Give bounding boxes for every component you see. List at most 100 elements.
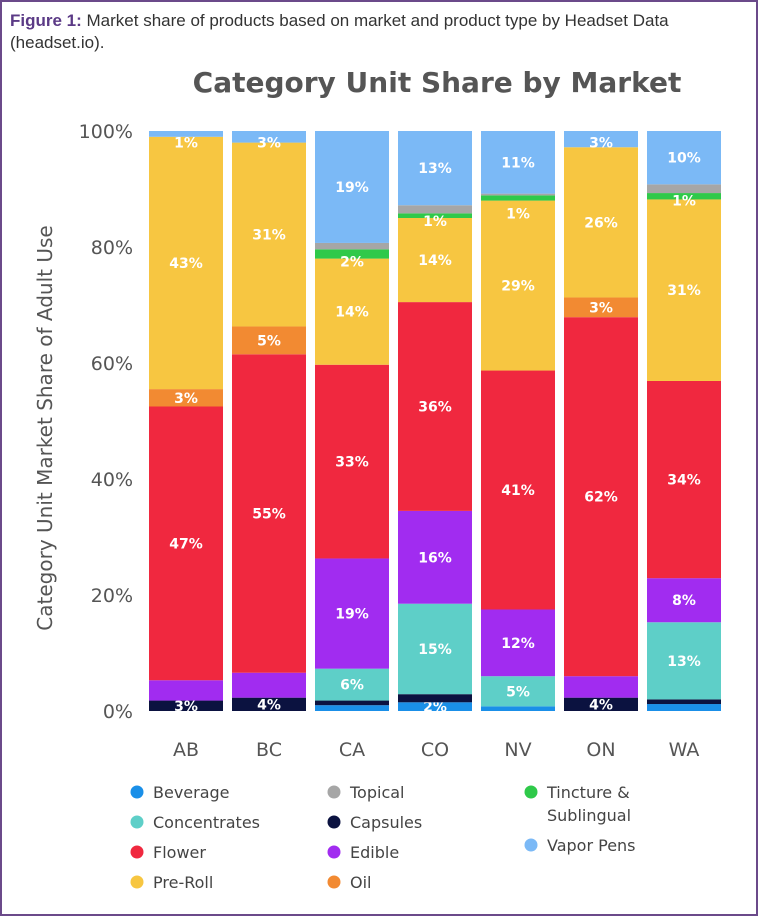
- legend-label: Capsules: [350, 813, 422, 832]
- data-label: 47%: [169, 536, 203, 552]
- legend-marker: [130, 815, 144, 829]
- bar-segment-nv-edible: [481, 609, 555, 677]
- legend-label: Vapor Pens: [547, 836, 636, 855]
- bar-segment-ab-flower: [149, 406, 223, 681]
- y-tick-label: 0%: [103, 701, 133, 723]
- bar-segment-wa-beverage: [647, 704, 721, 711]
- bar-segment-co-flower: [398, 302, 472, 511]
- legend-label: Tincture &: [546, 783, 630, 802]
- y-tick-label: 100%: [79, 121, 133, 143]
- bar-segment-bc-vapor-pens: [232, 131, 306, 143]
- legend-marker: [327, 845, 341, 859]
- bar-segment-bc-capsules: [232, 697, 306, 711]
- y-tick-label: 80%: [91, 237, 133, 259]
- bar-segment-ca-capsules: [315, 700, 389, 706]
- bar-segment-on-edible: [564, 676, 638, 698]
- data-label: 1%: [506, 206, 530, 222]
- x-tick-label-ca: CA: [339, 739, 365, 761]
- legend-marker: [130, 875, 144, 889]
- data-label: 3%: [589, 136, 613, 152]
- bar-segment-nv-vapor-pens: [481, 131, 555, 194]
- legend-label: Edible: [350, 843, 399, 862]
- data-label: 4%: [589, 697, 613, 713]
- legend-label: Concentrates: [153, 813, 260, 832]
- bar-segment-ca-flower: [315, 364, 389, 559]
- bar-segment-co-edible: [398, 510, 472, 604]
- y-tick-label: 60%: [91, 353, 133, 375]
- y-tick-label: 40%: [91, 469, 133, 491]
- legend-label-cont: Sublingual: [547, 806, 631, 825]
- data-label: 3%: [174, 391, 198, 407]
- data-label: 1%: [672, 194, 696, 210]
- data-label: 43%: [169, 256, 203, 272]
- bar-segment-ca-vapor-pens: [315, 131, 389, 243]
- data-label: 12%: [501, 636, 535, 652]
- bar-segment-nv-beverage: [481, 706, 555, 711]
- bar-segment-wa-concentrates: [647, 622, 721, 700]
- chart-title: Category Unit Share by Market: [193, 66, 682, 99]
- data-label: 4%: [257, 697, 281, 713]
- data-label: 5%: [506, 684, 530, 700]
- legend-marker: [524, 785, 538, 799]
- bar-segment-wa-vapor-pens: [647, 131, 721, 185]
- x-tick-label-nv: NV: [504, 739, 531, 761]
- figure-caption: Figure 1: Market share of products based…: [10, 10, 750, 54]
- bar-segment-on-pre-roll: [564, 147, 638, 298]
- bar-segment-ab-vapor-pens: [149, 131, 223, 137]
- data-label: 31%: [252, 228, 286, 244]
- bar-segment-nv-concentrates: [481, 676, 555, 707]
- data-label: 5%: [257, 333, 281, 349]
- data-label: 16%: [418, 550, 452, 566]
- data-label: 14%: [418, 253, 452, 269]
- data-label: 1%: [423, 214, 447, 230]
- data-label: 34%: [667, 473, 701, 489]
- bar-segment-wa-capsules: [647, 699, 721, 705]
- bar-segment-wa-edible: [647, 578, 721, 623]
- data-label: 41%: [501, 483, 535, 499]
- data-label: 26%: [584, 215, 618, 231]
- bar-segment-nv-flower: [481, 370, 555, 610]
- legend-label: Pre-Roll: [153, 873, 213, 892]
- data-label: 3%: [589, 300, 613, 316]
- bar-segment-ca-tincture-sublingual: [315, 249, 389, 259]
- bar-segment-co-vapor-pens: [398, 131, 472, 206]
- bar-segment-on-capsules: [564, 697, 638, 711]
- data-label: 33%: [335, 455, 369, 471]
- legend-label: Beverage: [153, 783, 230, 802]
- bar-segment-nv-tincture-sublingual: [481, 195, 555, 201]
- bar-segment-ca-edible: [315, 558, 389, 669]
- bar-segment-bc-flower: [232, 354, 306, 673]
- legend-marker: [130, 785, 144, 799]
- legend-label: Flower: [153, 843, 206, 862]
- bar-segment-ca-topical: [315, 242, 389, 250]
- caption-text: Market share of products based on market…: [10, 11, 669, 52]
- bar-segment-wa-tincture-sublingual: [647, 193, 721, 200]
- legend-label: Topical: [349, 783, 405, 802]
- bar-segment-ab-capsules: [149, 700, 223, 711]
- bar-segment-wa-topical: [647, 184, 721, 194]
- data-label: 31%: [667, 283, 701, 299]
- bar-segment-wa-pre-roll: [647, 199, 721, 381]
- data-label: 2%: [340, 255, 364, 271]
- data-label: 19%: [335, 180, 369, 196]
- bar-segment-co-topical: [398, 205, 472, 214]
- data-label: 3%: [174, 699, 198, 715]
- bar-segment-co-tincture-sublingual: [398, 213, 472, 218]
- bar-segment-on-oil: [564, 297, 638, 318]
- bar-segment-bc-edible: [232, 672, 306, 698]
- x-tick-label-co: CO: [421, 739, 449, 761]
- data-label: 11%: [501, 155, 535, 171]
- bar-segment-co-capsules: [398, 694, 472, 703]
- figure-label: Figure 1:: [10, 11, 82, 30]
- bar-segment-ab-oil: [149, 389, 223, 407]
- data-label: 14%: [335, 305, 369, 321]
- bar-segment-on-vapor-pens: [564, 131, 638, 148]
- bar-segment-ab-pre-roll: [149, 136, 223, 390]
- data-label: 8%: [672, 593, 696, 609]
- bar-segment-co-beverage: [398, 702, 472, 711]
- bar-segment-ca-beverage: [315, 705, 389, 711]
- x-tick-label-bc: BC: [256, 739, 282, 761]
- legend-marker: [327, 815, 341, 829]
